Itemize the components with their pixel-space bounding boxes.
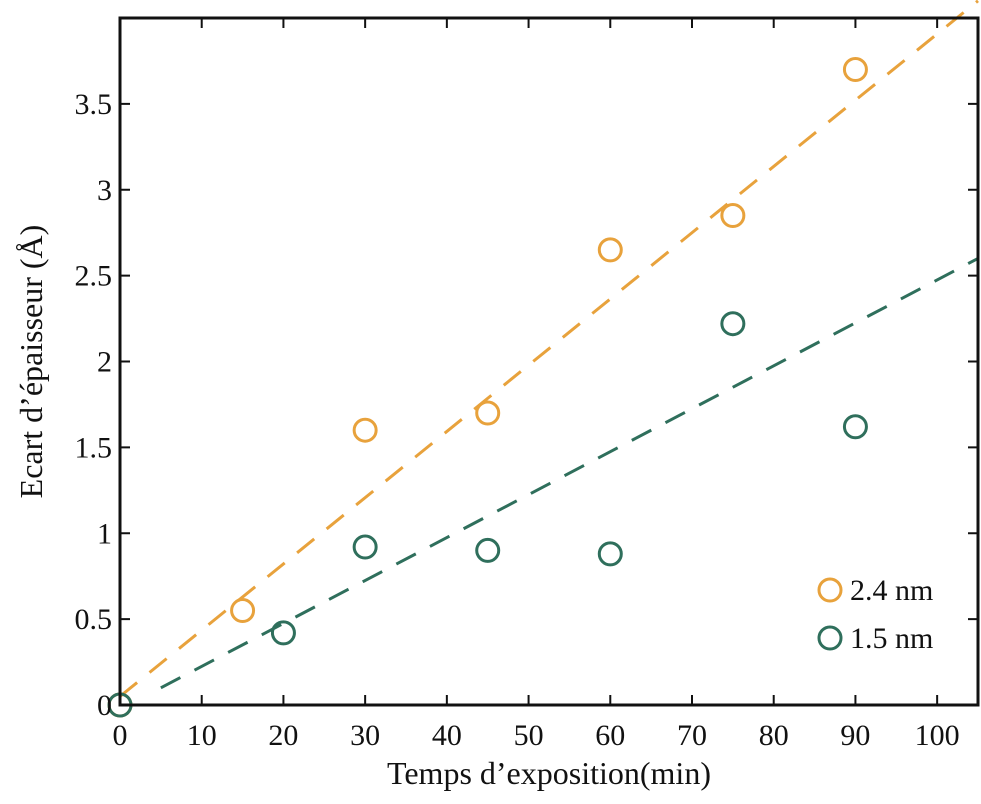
x-tick-label: 20 [268, 719, 298, 752]
x-tick-label: 30 [350, 719, 380, 752]
y-tick-label: 3 [97, 174, 112, 207]
data-point-series-2 [720, 311, 746, 337]
x-tick-label: 10 [187, 719, 217, 752]
data-point-series-2 [270, 620, 296, 646]
legend-label: 1.5 nm [850, 622, 933, 655]
legend-marker [817, 625, 843, 651]
fit-line-series-1 [119, 0, 979, 698]
y-tick-label: 0 [97, 689, 112, 722]
data-point-series-1 [475, 400, 501, 426]
data-markers [107, 57, 868, 718]
x-axis: 0 10 20 30 40 50 60 70 80 90 100 [113, 18, 960, 752]
y-axis: 0 0.5 1 1.5 2 2.5 3 3.5 [75, 88, 978, 722]
y-tick-label: 2 [97, 346, 112, 379]
legend-marker [817, 577, 843, 603]
y-tick-label: 0.5 [75, 603, 113, 636]
x-tick-label: 60 [595, 719, 625, 752]
y-tick-label: 1 [97, 517, 112, 550]
y-tick-label: 1.5 [75, 431, 113, 464]
x-tick-label: 50 [514, 719, 544, 752]
x-tick-label: 80 [759, 719, 789, 752]
x-tick-label: 40 [432, 719, 462, 752]
legend: 2.4 nm 1.5 nm [817, 574, 933, 655]
data-point-series-1 [597, 237, 623, 263]
data-point-series-1 [720, 203, 746, 229]
y-tick-label: 3.5 [75, 88, 113, 121]
y-tick-label: 2.5 [75, 260, 113, 293]
fit-lines [119, 0, 979, 698]
data-point-series-2 [352, 534, 378, 560]
data-point-series-2 [842, 414, 868, 440]
x-tick-label: 90 [840, 719, 870, 752]
fit-line-series-2 [160, 257, 979, 690]
x-tick-label: 70 [677, 719, 707, 752]
y-axis-title: Ecart d’épaisseur (Å) [13, 225, 49, 499]
data-point-series-1 [230, 598, 256, 624]
x-tick-label: 100 [915, 719, 960, 752]
x-axis-title: Temps d’exposition(min) [387, 755, 711, 791]
data-point-series-2 [475, 537, 501, 563]
data-point-series-1 [842, 57, 868, 83]
x-tick-label: 0 [113, 719, 128, 752]
data-point-series-2 [597, 541, 623, 567]
legend-label: 2.4 nm [850, 574, 933, 607]
data-point-series-1 [352, 417, 378, 443]
